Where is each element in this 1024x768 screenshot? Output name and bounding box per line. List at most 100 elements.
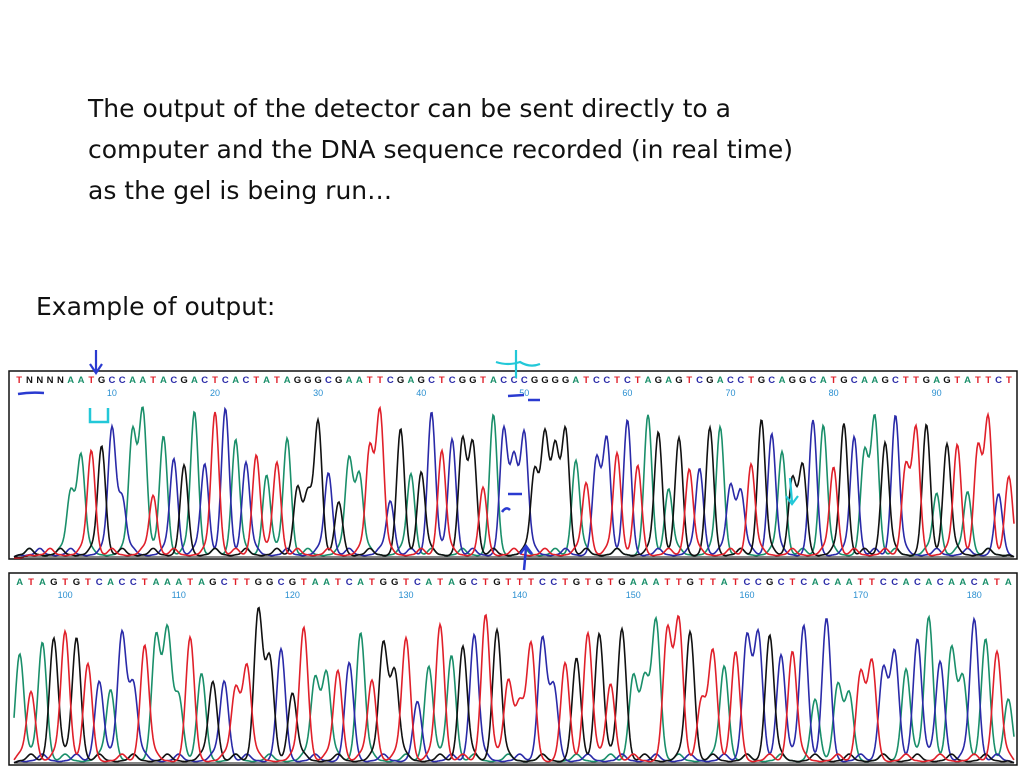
example-output-label: Example of output: [36, 292, 276, 321]
position-label: 130 [399, 590, 414, 600]
base-call-letter: C [539, 577, 546, 588]
base-call-letter: T [439, 375, 445, 386]
position-label: 170 [853, 590, 868, 600]
base-call-letter: G [706, 375, 713, 386]
base-call-letter: C [755, 577, 762, 588]
base-call-letter: T [676, 577, 682, 588]
base-call-letter: N [26, 375, 33, 386]
base-call-letter: C [222, 375, 229, 386]
base-call-letter: T [665, 577, 671, 588]
base-call-letter: G [391, 577, 398, 588]
base-call-letter: G [469, 375, 476, 386]
base-call-letter: T [505, 577, 511, 588]
base-call-letter: G [766, 577, 773, 588]
trace-c [13, 406, 1015, 558]
base-call-letter: G [459, 375, 466, 386]
base-call-letter: G [789, 375, 796, 386]
base-call-letter: A [779, 375, 786, 386]
base-call-letter: A [346, 375, 353, 386]
base-call-letter: A [834, 577, 841, 588]
position-label: 30 [313, 388, 323, 398]
position-label: 50 [519, 388, 529, 398]
base-call-letter: G [493, 577, 500, 588]
base-call-letter: A [490, 375, 497, 386]
position-label: 70 [725, 388, 735, 398]
base-call-letter: C [823, 577, 830, 588]
base-call-letter: T [377, 375, 383, 386]
base-call-letter: T [244, 577, 250, 588]
base-call-letter: T [369, 577, 375, 588]
base-call-letter: C [880, 577, 887, 588]
base-call-letter: T [954, 375, 960, 386]
base-call-letter: A [78, 375, 85, 386]
base-call-letter: T [869, 577, 875, 588]
position-label: 140 [512, 590, 527, 600]
base-call-letter: G [686, 577, 693, 588]
base-call-letter: A [198, 577, 205, 588]
base-call-letter: A [925, 577, 932, 588]
base-call-letter: G [923, 375, 930, 386]
base-call-letter: C [325, 375, 332, 386]
base-call-letter: T [367, 375, 373, 386]
base-call-letter: T [1006, 375, 1012, 386]
peak-mark-annotation [500, 507, 511, 513]
base-call-letter: C [387, 375, 394, 386]
base-call-letter: A [871, 375, 878, 386]
base-call-letter: G [655, 375, 662, 386]
base-call-letter: T [614, 375, 620, 386]
base-call-letter: A [933, 375, 940, 386]
base-call-letter: G [98, 375, 105, 386]
base-call-letter: T [85, 577, 91, 588]
base-call-letter: C [937, 577, 944, 588]
base-call-letter: C [737, 375, 744, 386]
up-arrow-annotation [519, 543, 533, 571]
base-call-letter: C [96, 577, 103, 588]
base-call-letter: C [201, 375, 208, 386]
base-call-letter: T [62, 577, 68, 588]
base-call-letter: A [645, 375, 652, 386]
position-label: 20 [210, 388, 220, 398]
base-call-letter: C [593, 375, 600, 386]
trace-a [13, 406, 1015, 558]
base-call-letter: C [511, 375, 518, 386]
base-call-letter: T [335, 577, 341, 588]
base-call-letter: A [572, 375, 579, 386]
base-call-letter: A [425, 577, 432, 588]
base-call-letter: C [130, 577, 137, 588]
base-call-letter: T [253, 375, 259, 386]
base-call-letter: A [263, 375, 270, 386]
base-call-letter: C [119, 375, 126, 386]
trace-t [13, 613, 1015, 763]
base-call-letter: A [903, 577, 910, 588]
base-call-letter: A [153, 577, 160, 588]
base-call-letter: C [109, 375, 116, 386]
base-call-letter: T [975, 375, 981, 386]
base-call-letter: G [943, 375, 950, 386]
base-call-letter: A [407, 375, 414, 386]
base-call-letter: A [232, 375, 239, 386]
base-call-letter: T [233, 577, 239, 588]
base-call-letter: A [129, 375, 136, 386]
base-call-letter: A [653, 577, 660, 588]
body-line-1: The output of the detector can be sent d… [88, 94, 731, 123]
base-call-letter: C [414, 577, 421, 588]
base-call-letter: G [180, 375, 187, 386]
base-call-letter: A [717, 375, 724, 386]
base-call-letter: A [721, 577, 728, 588]
base-call-letter: T [608, 577, 614, 588]
base-call-letter: G [596, 577, 603, 588]
chromatogram-frame [8, 370, 1018, 560]
base-call-letter: A [107, 577, 114, 588]
base-call-letter: T [212, 375, 218, 386]
base-call-letter: G [618, 577, 625, 588]
dash-annotation [507, 393, 525, 398]
base-call-letter: T [994, 577, 1000, 588]
base-call-letter: T [748, 375, 754, 386]
base-call-letter: T [562, 577, 568, 588]
base-call-letter: T [274, 375, 280, 386]
base-call-letter: C [428, 375, 435, 386]
base-call-letter: A [448, 577, 455, 588]
base-call-letter: G [294, 375, 301, 386]
